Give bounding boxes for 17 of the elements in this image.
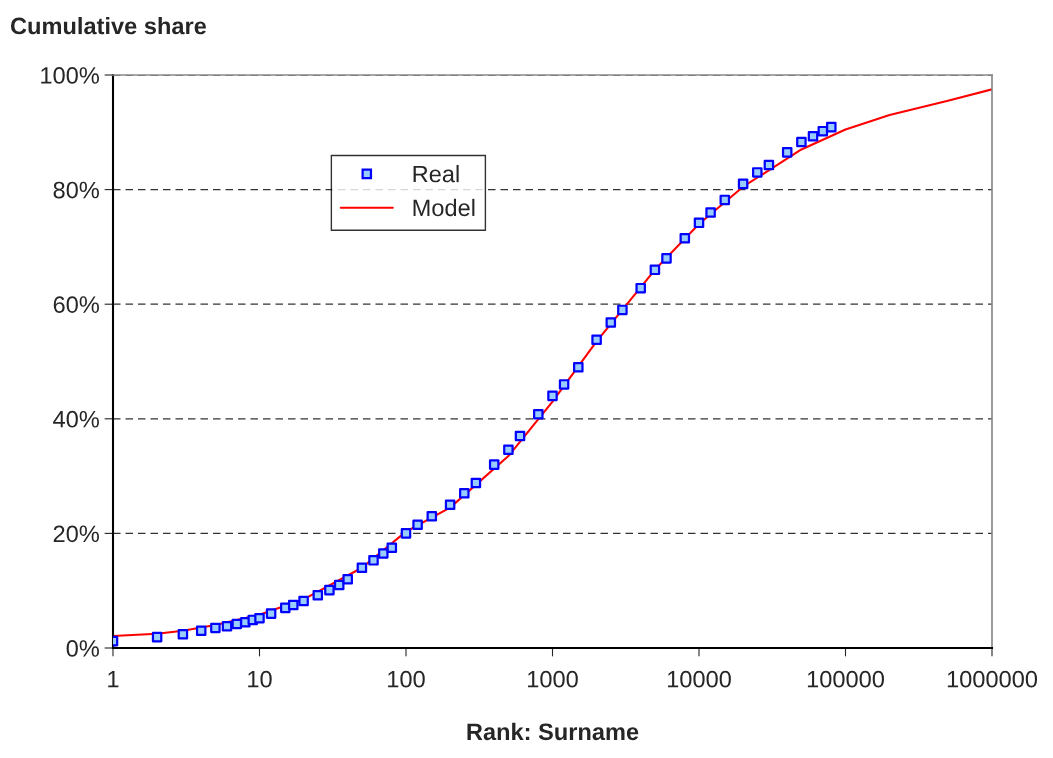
x-tick-label: 1000 <box>528 670 578 688</box>
x-tick-label: 10000 <box>667 670 731 688</box>
legend-label: Real <box>413 165 459 183</box>
chart-title: Cumulative share <box>10 17 207 35</box>
legend-label: Model <box>413 198 475 217</box>
y-tick-label: 100% <box>41 67 99 84</box>
y-tick-label: 20% <box>53 525 99 543</box>
x-tick-label: 1 <box>108 671 119 688</box>
x-axis-title: Rank: Surname <box>467 722 639 741</box>
y-tick-label: 40% <box>53 410 99 428</box>
y-tick-label: 60% <box>53 296 99 313</box>
y-tick-label: 0% <box>66 640 99 657</box>
x-tick-label: 100 <box>388 670 425 688</box>
x-tick-label: 100000 <box>807 670 884 688</box>
x-tick-label: 10 <box>248 670 272 688</box>
x-tick-label: 1000000 <box>947 670 1038 688</box>
y-tick-label: 80% <box>53 181 99 199</box>
